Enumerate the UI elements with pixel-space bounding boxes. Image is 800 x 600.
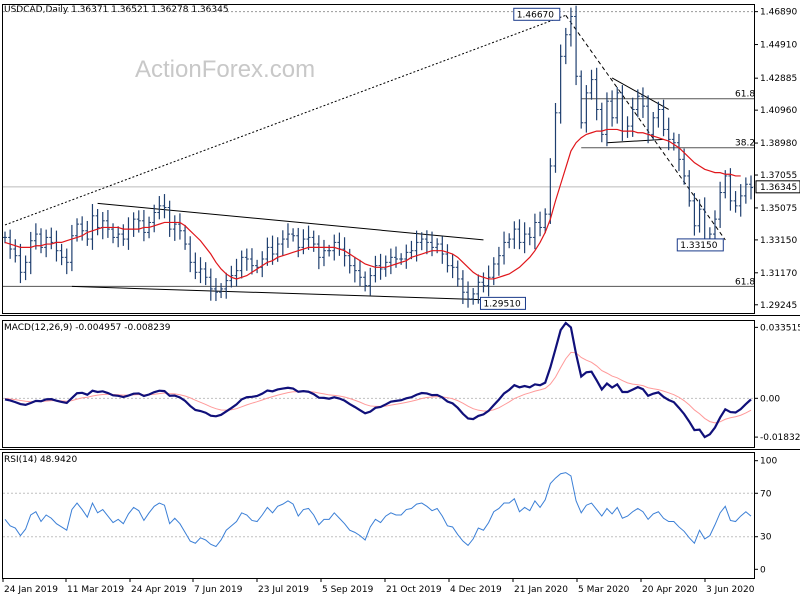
x-tick-label: 7 Jun 2019: [194, 585, 243, 595]
price-tick-label: 1.35075: [760, 204, 797, 214]
trendline-4: [611, 77, 669, 110]
last-price-box: [755, 180, 800, 194]
rsi-panel-header: RSI(14) 48.9420: [4, 455, 77, 465]
rsi-line: [4, 472, 752, 548]
price-tick-label: 1.38980: [760, 139, 797, 149]
rsi-tick-label: 100: [760, 457, 777, 467]
x-tick-label: 5 Sep 2019: [322, 585, 374, 595]
ohlc-bars: [3, 5, 753, 308]
last-price-label: 1.36345: [760, 183, 797, 193]
recent-low-callout: 1.33150: [680, 241, 717, 251]
price-panel-frame: [2, 4, 755, 314]
macd-tick-label: 0.033515: [760, 323, 800, 333]
rsi-tick-label: 0: [760, 565, 766, 575]
x-tick-label: 24 Jan 2019: [4, 585, 58, 595]
price-tick-label: 1.37055: [760, 171, 797, 181]
price-tick-label: 1.46890: [760, 8, 797, 18]
price-tick-label: 1.44910: [760, 41, 797, 51]
x-tick-label: 23 Jul 2019: [258, 585, 309, 595]
rsi-panel-frame: [2, 452, 755, 579]
price-tick-label: 1.31170: [760, 269, 797, 279]
x-tick-label: 3 Jun 2020: [706, 585, 755, 595]
macd-panel-frame: [2, 320, 755, 448]
macd-panel-header: MACD(12,26,9) -0.004957 -0.008239: [4, 323, 171, 333]
x-tick-label: 21 Oct 2019: [386, 585, 442, 595]
low-callout: 1.29510: [483, 299, 520, 309]
high-callout-box: [513, 7, 561, 21]
x-tick-label: 20 Apr 2020: [642, 585, 698, 595]
high-callout: 1.46670: [517, 10, 554, 20]
macd-tick-label: -0.018324: [760, 433, 800, 443]
price-tick-label: 1.40960: [760, 106, 797, 116]
macd-tick-label: 0.00: [760, 394, 780, 404]
rsi-tick-label: 70: [760, 489, 772, 499]
trendline-3: [565, 15, 726, 241]
price-tick-label: 1.29245: [760, 301, 797, 311]
x-tick-label: 21 Jan 2020: [514, 585, 568, 595]
x-tick-label: 24 Apr 2019: [131, 585, 187, 595]
moving-average-line: [4, 128, 741, 280]
rsi-tick-label: 30: [760, 533, 772, 543]
x-tick-label: 11 Mar 2019: [67, 585, 124, 595]
trendline-2: [71, 285, 505, 301]
x-tick-label: 4 Dec 2019: [450, 585, 502, 595]
fib-618-upper-label: 61.8: [735, 90, 755, 100]
trendline-5: [606, 138, 664, 144]
macd-line: [4, 321, 752, 439]
recent-low-callout-box: [676, 238, 724, 252]
x-tick-label: 5 Mar 2020: [578, 585, 630, 595]
trendline-1: [97, 202, 484, 241]
price-panel-header: USDCAD,Daily 1.36371 1.36521 1.36278 1.3…: [4, 5, 229, 15]
fib-618-lower-label: 61.8: [735, 277, 755, 287]
watermark: ActionForex.com: [135, 56, 315, 83]
low-callout-box: [479, 296, 526, 310]
trendline-0: [4, 14, 566, 226]
price-tick-label: 1.42885: [760, 74, 797, 84]
price-tick-label: 1.33150: [760, 236, 797, 246]
fib-382-label: 38.2: [735, 139, 755, 149]
